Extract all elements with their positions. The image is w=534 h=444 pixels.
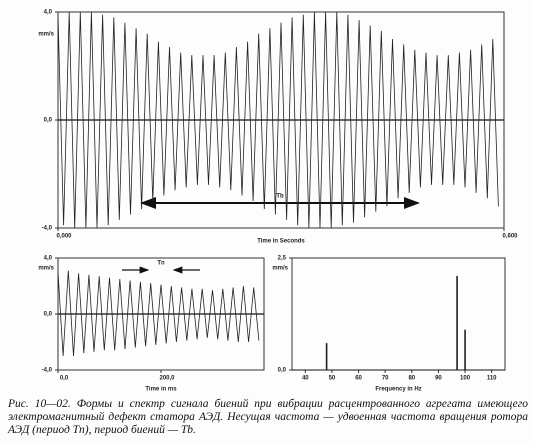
- spectrum-peak: [325, 343, 328, 370]
- annotation: Tn: [157, 261, 165, 267]
- caption: Рис. 10—02. Формы и спектр сигнала биени…: [8, 398, 528, 436]
- y-tick-label: -4,0: [42, 368, 53, 374]
- annotation: Tb: [276, 194, 284, 200]
- x-axis-label: Frequency in Hz: [375, 387, 421, 393]
- plot-frame: [291, 257, 506, 371]
- x-tick-label: 110: [487, 376, 497, 382]
- y-tick-label: -4,0: [42, 226, 53, 232]
- y-tick-label: 4,0: [44, 10, 53, 16]
- y-unit: mm/s: [272, 266, 288, 272]
- y-tick-label: 4,0: [44, 256, 53, 262]
- x-tick-label: 50: [329, 376, 336, 382]
- x-tick-label: 200,0: [159, 376, 175, 382]
- spectrum-peak: [456, 275, 458, 370]
- x-tick-label: 0,000: [56, 234, 72, 240]
- x-tick-label: 70: [382, 376, 389, 382]
- x-tick-label: 0,0: [60, 376, 69, 382]
- spectrum-peak: [464, 329, 466, 370]
- x-tick-label: 100: [460, 376, 471, 382]
- x-tick-label: 60: [355, 376, 362, 382]
- y-tick-label: 0,0: [44, 312, 53, 318]
- y-unit: mm/s: [38, 32, 54, 38]
- y-unit: mm/s: [38, 266, 54, 272]
- y-tick-label: 0,0: [44, 118, 53, 124]
- y-tick-label: 2,5: [278, 256, 287, 262]
- y-tick-label: 0,0: [278, 368, 287, 374]
- x-tick-label: 80: [408, 376, 415, 382]
- x-axis-label: Time in ms: [145, 387, 177, 393]
- x-tick-label: 90: [435, 376, 442, 382]
- x-tick-label: 0,600: [502, 234, 518, 240]
- waveform: [57, 11, 499, 229]
- x-axis-label: Time in Seconds: [257, 239, 305, 245]
- x-tick-label: 40: [302, 376, 309, 382]
- waveform: [57, 270, 260, 357]
